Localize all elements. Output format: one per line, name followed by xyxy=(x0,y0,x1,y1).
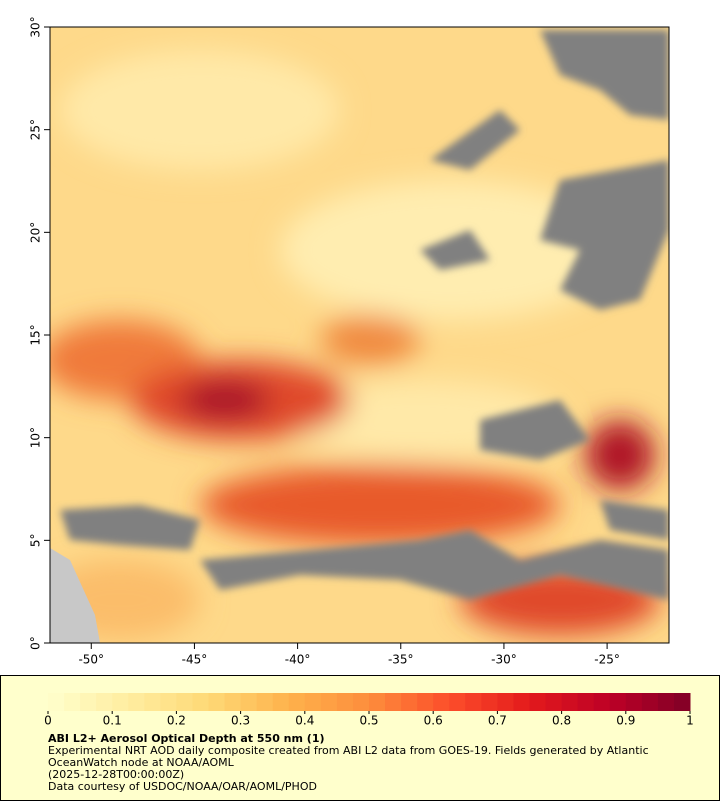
colorbar-tick-label: 0.8 xyxy=(552,714,571,728)
info-text: ABI L2+ Aerosol Optical Depth at 550 nm … xyxy=(48,733,688,793)
y-tick-label: 0° xyxy=(29,636,43,650)
colorbar-segment xyxy=(112,693,129,711)
colorbar-segment xyxy=(657,693,675,711)
colorbar-segment xyxy=(401,693,418,711)
colorbar-tick-label: 0.2 xyxy=(167,714,186,728)
colorbar-segment xyxy=(208,693,226,711)
colorbar-segment xyxy=(513,693,530,711)
colorbar-segment xyxy=(369,693,386,711)
x-tick-label: -50° xyxy=(78,653,104,667)
colorbar-segment xyxy=(497,693,514,711)
colorbar-tick-label: 0.4 xyxy=(295,714,314,728)
colorbar-segment xyxy=(641,693,659,711)
colorbar-segment xyxy=(625,693,643,711)
description: Experimental NRT AOD daily composite cre… xyxy=(48,744,649,769)
map-chart: -50° -45° -40° -35° -30° -25° 0° 5° 10° 15° 20° 25°… xyxy=(29,16,670,667)
colorbar-segment xyxy=(144,693,161,711)
colorbar-segment xyxy=(48,693,65,711)
colorbar-tick-label: 0 xyxy=(44,714,52,728)
y-tick-label: 15° xyxy=(29,324,43,345)
colorbar-segment xyxy=(385,693,402,711)
colorbar-segment xyxy=(240,693,258,711)
title: ABI L2+ Aerosol Optical Depth at 550 nm … xyxy=(48,732,325,745)
colorbar-segment xyxy=(272,693,290,711)
colorbar-tick-label: 0.5 xyxy=(359,714,378,728)
colorbar-segment xyxy=(593,693,611,711)
colorbar-segment xyxy=(481,693,498,711)
colorbar-segment xyxy=(465,693,482,711)
colorbar-segment xyxy=(320,693,338,711)
x-tick-label: -40° xyxy=(285,653,311,667)
colorbar-segment xyxy=(417,693,434,711)
colorbar-segment xyxy=(224,693,242,711)
colorbar-segment xyxy=(288,693,306,711)
colorbar-tick-label: 1 xyxy=(686,714,694,728)
colorbar-segment xyxy=(96,693,113,711)
colorbar-segment xyxy=(176,693,193,711)
x-tick-label: -45° xyxy=(182,653,208,667)
colorbar-tick-label: 0.9 xyxy=(616,714,635,728)
colorbar-segment xyxy=(304,693,322,711)
colorbar-segment xyxy=(352,693,370,711)
colorbar-segment xyxy=(160,693,177,711)
colorbar-segment xyxy=(192,693,209,711)
map-image xyxy=(50,27,669,643)
colorbar-segment xyxy=(433,693,450,711)
colorbar-tick-label: 0.1 xyxy=(103,714,122,728)
x-tick-label: -25° xyxy=(594,653,620,667)
colorbar-tick-label: 0.6 xyxy=(424,714,443,728)
colorbar-segment xyxy=(529,693,547,711)
colorbar-segment xyxy=(80,693,97,711)
colorbar-segment xyxy=(256,693,274,711)
colorbar-segment xyxy=(561,693,579,711)
colorbar: 0 0.1 0.2 0.3 0.4 0.5 0.6 0.7 0.8 0.9 1 xyxy=(44,693,694,728)
colorbar-segment xyxy=(449,693,466,711)
y-tick-label: 20° xyxy=(29,222,43,243)
colorbar-segment xyxy=(545,693,563,711)
colorbar-segment xyxy=(673,693,691,711)
y-tick-label: 5° xyxy=(29,534,43,548)
colorbar-tick-label: 0.7 xyxy=(488,714,507,728)
x-tick-label: -30° xyxy=(491,653,517,667)
x-tick-label: -35° xyxy=(388,653,414,667)
legend-panel: 0 0.1 0.2 0.3 0.4 0.5 0.6 0.7 0.8 0.9 1 xyxy=(0,675,720,801)
y-tick-label: 25° xyxy=(29,119,43,140)
colorbar-segment xyxy=(128,693,145,711)
y-tick-label: 10° xyxy=(29,427,43,448)
y-tick-label: 30° xyxy=(29,16,43,37)
colorbar-segment xyxy=(609,693,627,711)
colorbar-segment xyxy=(577,693,595,711)
colorbar-tick-label: 0.3 xyxy=(231,714,250,728)
credit: Data courtesy of USDOC/NOAA/OAR/AOML/PHO… xyxy=(48,780,317,793)
time: (2025-12-28T00:00:00Z) xyxy=(48,768,185,781)
colorbar-segment xyxy=(64,693,81,711)
colorbar-segment xyxy=(336,693,354,711)
